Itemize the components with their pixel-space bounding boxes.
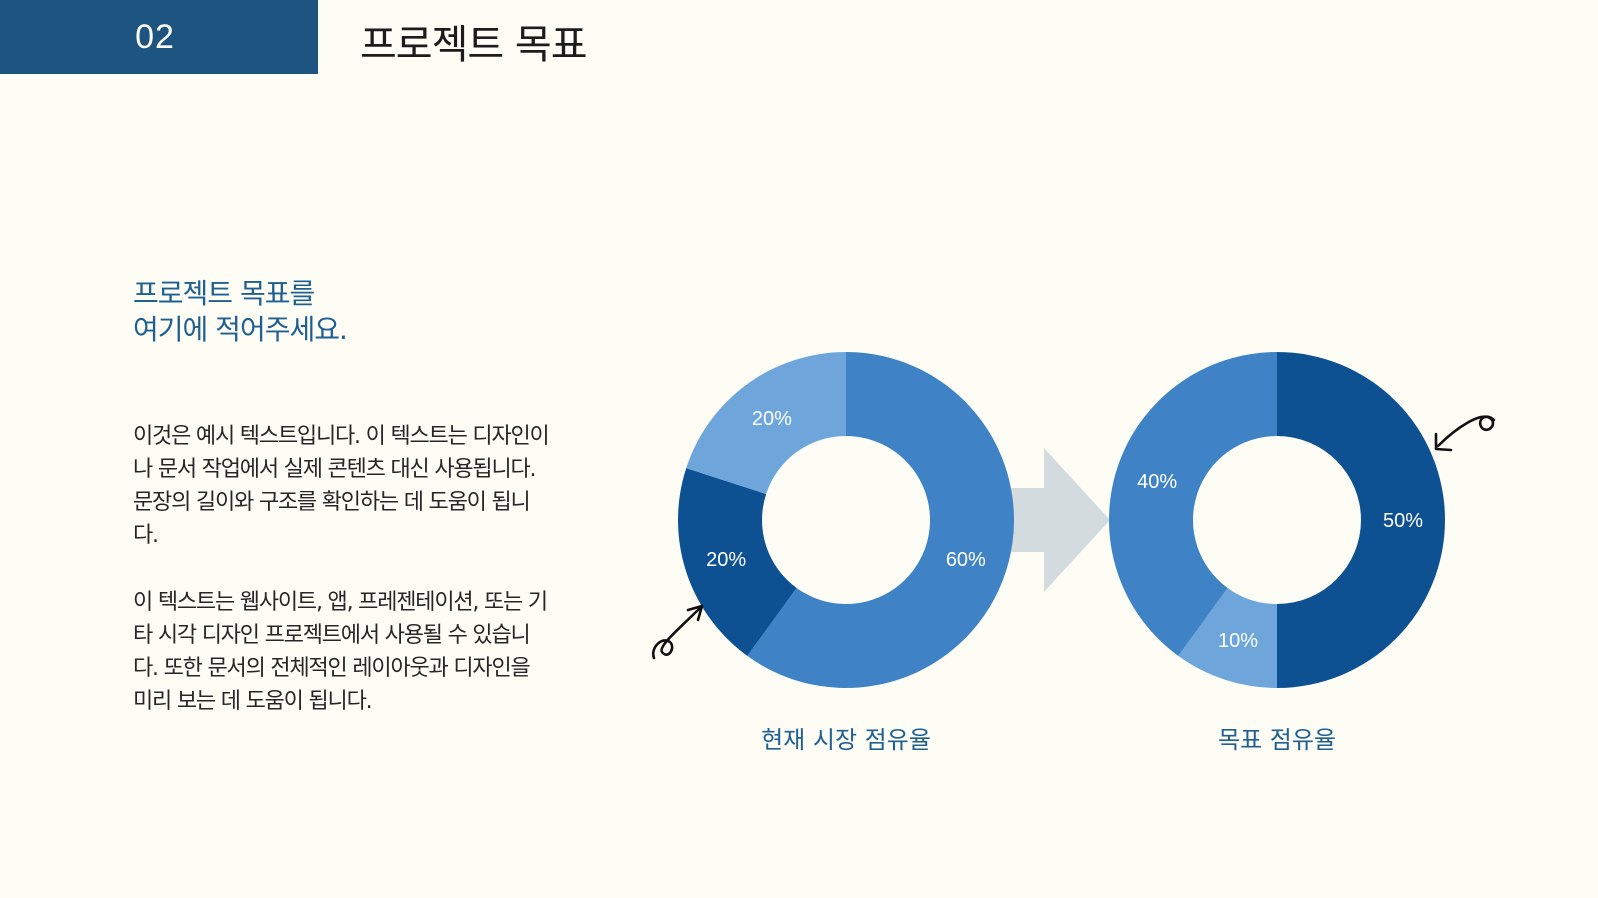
headline-line-1: 프로젝트 목표를 <box>133 277 315 310</box>
slice-label: 20% <box>706 549 746 571</box>
headline: 프로젝트 목표를 여기에 적어주세요. <box>133 276 348 348</box>
doodle-arrow-right-head <box>1434 432 1453 452</box>
doodle-arrow-right <box>1436 415 1496 448</box>
slice-label: 40% <box>1137 471 1177 493</box>
body-paragraph-2: 이 텍스트는 웹사이트, 앱, 프레젠테이션, 또는 기타 시각 디자인 프로젝… <box>133 590 548 714</box>
donut-slice <box>1277 352 1445 688</box>
body-paragraph-1: 이것은 예시 텍스트입니다. 이 텍스트는 디자인이나 문서 작업에서 실제 콘… <box>133 424 550 548</box>
donut-slice <box>686 352 846 495</box>
donut-slice <box>1178 587 1277 688</box>
slice-label: 20% <box>752 408 792 430</box>
target-share-caption: 목표 점유율 <box>1218 726 1336 754</box>
current-share-donut: 60% 20% 20% <box>678 352 1014 688</box>
donut-slice <box>747 352 1014 688</box>
slice-label: 60% <box>946 549 986 571</box>
donut-slice <box>678 468 797 656</box>
slide-title: 프로젝트 목표 <box>360 22 588 68</box>
section-number-tab: 02 <box>0 0 318 74</box>
current-share-caption: 현재 시장 점유율 <box>761 726 931 754</box>
section-number: 02 <box>135 17 175 56</box>
headline-line-2: 여기에 적어주세요. <box>133 313 348 346</box>
slice-label: 10% <box>1218 630 1258 652</box>
doodle-arrow-left <box>651 606 702 660</box>
transition-arrow <box>1010 448 1110 592</box>
target-share-donut: 50% 10% 40% <box>1109 352 1445 688</box>
doodle-arrow-left-head <box>686 604 704 622</box>
slice-label: 50% <box>1383 510 1423 532</box>
donut-slice <box>1109 352 1277 656</box>
